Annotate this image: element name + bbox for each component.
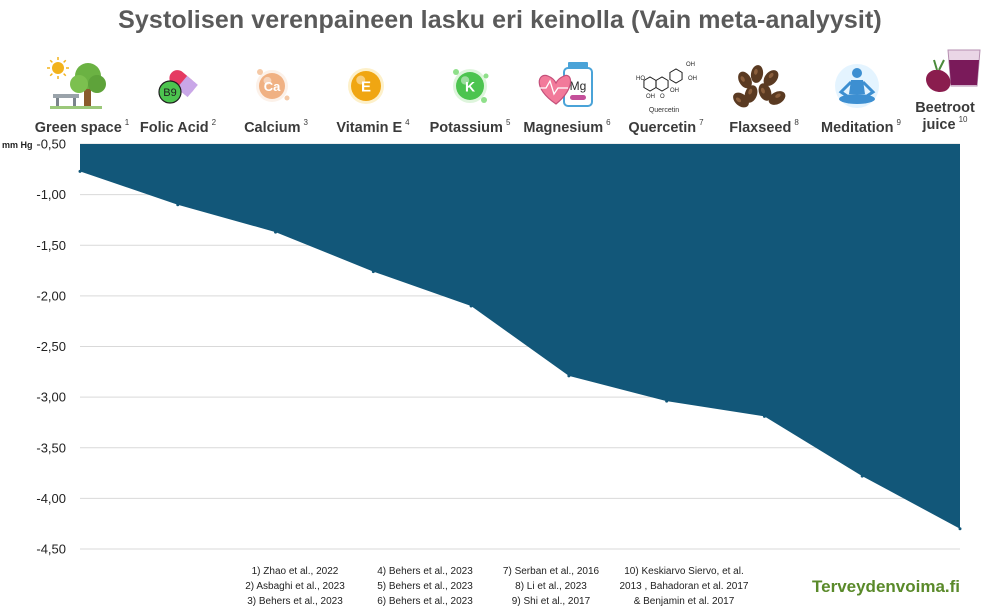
svg-text:HO: HO	[636, 76, 645, 82]
y-tick-label: -2,50	[36, 339, 66, 354]
category-label-5: Potassium 5	[430, 118, 511, 136]
reference-1: 1) Zhao et al., 2022	[251, 566, 339, 577]
data-points	[78, 169, 962, 531]
area-series	[80, 144, 960, 529]
category-label-2: Folic Acid 2	[140, 118, 217, 136]
reference-10-line-2: 2013 , Bahadoran et al. 2017	[619, 581, 749, 592]
svg-text:B9: B9	[163, 87, 176, 99]
references-column-1: 1) Zhao et al., 2022 2) Asbaghi et al., …	[230, 564, 360, 609]
data-point-7	[665, 399, 669, 403]
svg-text:OH: OH	[670, 88, 679, 94]
page-title: Systolisen verenpaineen lasku eri keinol…	[118, 6, 882, 34]
category-icons: B9 Ca E K Mg HO OH OH OH O OH Quercetin	[47, 49, 981, 114]
quercetin-caption: Quercetin	[649, 107, 679, 114]
references-column-3: 7) Serban et al., 2016 8) Li et al., 202…	[492, 564, 610, 609]
y-tick-label: -0,50	[36, 137, 66, 152]
data-point-4	[371, 270, 375, 274]
svg-text:OH: OH	[646, 94, 655, 100]
data-point-2	[176, 203, 180, 207]
folic-acid-capsule-icon: B9	[158, 70, 198, 104]
reference-3: 3) Behers et al., 2023	[247, 596, 343, 607]
data-point-5	[469, 304, 473, 308]
reference-9: 9) Shi et al., 2017	[511, 596, 591, 607]
references-column-2: 4) Behers et al., 2023 5) Behers et al.,…	[360, 564, 490, 609]
tree-bench-icon	[47, 57, 106, 109]
svg-text:E: E	[361, 79, 371, 96]
quercetin-molecule-icon: HO OH OH OH O OH Quercetin	[636, 62, 697, 114]
data-point-6	[567, 374, 571, 378]
y-tick-label: -3,00	[36, 390, 66, 405]
reference-6: 6) Behers et al., 2023	[377, 596, 473, 607]
vitamin-e-orb-icon: E	[348, 68, 384, 104]
reference-2: 2) Asbaghi et al., 2023	[245, 581, 345, 592]
data-point-9	[860, 474, 864, 478]
y-axis-ticks: -0,50 -1,00 -1,50 -2,00 -2,50 -3,00 -3,50 -4,00…	[2, 137, 66, 557]
area-series-fill	[80, 144, 960, 529]
y-tick-label: -4,50	[36, 542, 66, 557]
y-tick-label: -1,00	[36, 187, 66, 202]
calcium-orb-icon: Ca	[256, 69, 290, 102]
category-label-10: Beetroot	[915, 100, 975, 116]
category-label-10: juice 10	[922, 115, 968, 133]
references-column-4: 10) Keskiarvo Siervo, et al. 2013 , Baha…	[608, 564, 760, 609]
reference-10-line-3: & Benjamin et al. 2017	[633, 596, 735, 607]
category-label-9: Meditation 9	[821, 118, 902, 136]
potassium-orb-icon: K	[453, 69, 489, 103]
category-labels: Green space 1 Folic Acid 2 Calcium 3 Vitamin E…	[35, 100, 975, 136]
y-tick-label: -4,00	[36, 491, 66, 506]
svg-text:Mg: Mg	[570, 79, 587, 93]
category-label-7: Quercetin 7	[628, 118, 704, 136]
svg-text:O: O	[660, 94, 665, 100]
category-label-3: Calcium 3	[244, 118, 308, 136]
y-tick-label: -2,00	[36, 288, 66, 303]
data-point-8	[762, 414, 766, 418]
y-axis-unit-label: mm Hg	[2, 140, 33, 150]
reference-10-line-1: 10) Keskiarvo Siervo, et al.	[624, 566, 744, 577]
category-label-8: Flaxseed 8	[729, 118, 799, 136]
y-tick-label: -1,50	[36, 238, 66, 253]
category-label-1: Green space 1	[35, 118, 130, 136]
reference-7: 7) Serban et al., 2016	[502, 566, 600, 577]
data-point-1	[78, 169, 82, 173]
brand-logo-text: Terveydenvoima.fi	[812, 577, 961, 596]
data-point-3	[274, 230, 278, 234]
reference-8: 8) Li et al., 2023	[515, 581, 587, 592]
svg-text:OH: OH	[686, 62, 695, 68]
data-point-10	[958, 527, 962, 531]
meditation-icon	[835, 64, 879, 108]
svg-text:OH: OH	[688, 76, 697, 82]
beetroot-juice-icon	[926, 49, 981, 92]
y-tick-label: -3,50	[36, 440, 66, 455]
magnesium-heart-bottle-icon: Mg	[538, 62, 593, 107]
reference-4: 4) Behers et al., 2023	[377, 566, 473, 577]
category-label-6: Magnesium 6	[523, 118, 611, 136]
flaxseed-icon	[733, 65, 786, 108]
svg-text:Ca: Ca	[264, 79, 281, 94]
reference-5: 5) Behers et al., 2023	[377, 581, 473, 592]
svg-text:K: K	[465, 78, 475, 94]
